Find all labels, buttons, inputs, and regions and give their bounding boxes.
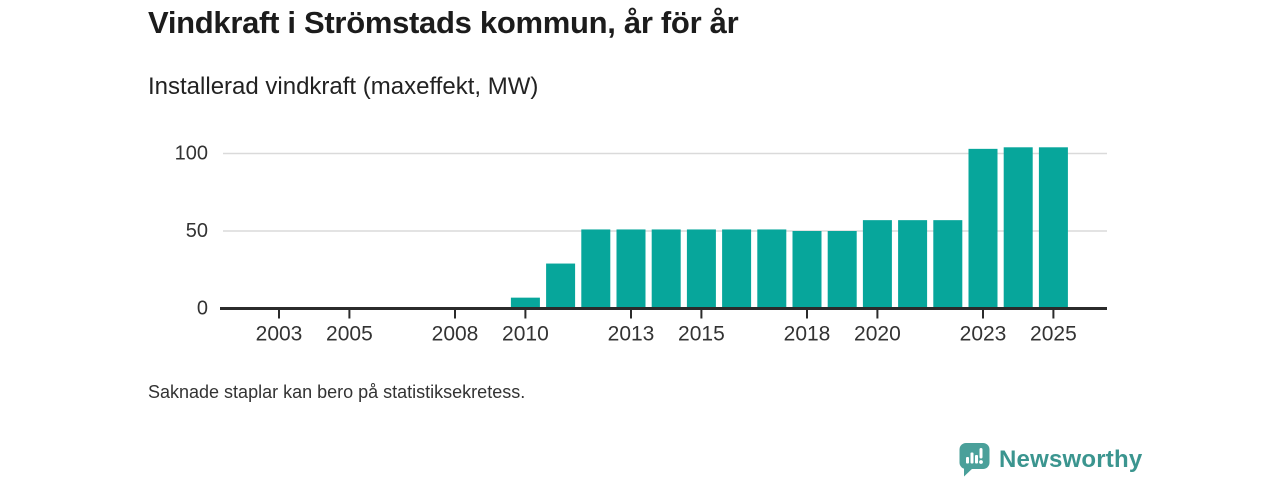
x-tick-label-2018: 2018 [784, 323, 831, 346]
newsworthy-logo[interactable]: Newsworthy [959, 442, 1142, 477]
bar-2010 [510, 297, 540, 309]
newsworthy-bar-chart-speech-bubble-icon [959, 443, 990, 477]
bar-2016 [722, 229, 752, 309]
y-tick-label-100: 100 [175, 143, 208, 165]
bar-2012 [581, 229, 611, 309]
x-tick-label-2005: 2005 [326, 323, 373, 346]
bar-2014 [651, 229, 681, 309]
bar-2024 [1003, 147, 1033, 309]
bar-2011 [546, 263, 576, 309]
x-tick-label-2020: 2020 [854, 323, 901, 346]
bar-2022 [933, 220, 963, 309]
chart-title: Vindkraft i Strömstads kommun, år för år [148, 5, 739, 40]
x-tick-label-2023: 2023 [960, 323, 1007, 346]
bar-2020 [862, 220, 892, 309]
chart-footnote: Saknade staplar kan bero på statistiksek… [148, 382, 526, 402]
x-tick-label-2025: 2025 [1030, 323, 1077, 346]
x-tick-label-2010: 2010 [502, 323, 549, 346]
x-tick-label-2013: 2013 [608, 323, 655, 346]
bar-2018 [792, 231, 822, 309]
x-tick-label-2008: 2008 [432, 323, 479, 346]
bar-2025 [1038, 147, 1068, 309]
newsworthy-wordmark: Newsworthy [999, 445, 1143, 473]
bar-2019 [827, 231, 857, 309]
bar-2023 [968, 148, 998, 309]
y-tick-label-50: 50 [186, 220, 208, 242]
bar-2015 [686, 229, 716, 309]
bar-2017 [757, 229, 787, 309]
y-tick-label-0: 0 [197, 298, 208, 320]
bar-2013 [616, 229, 646, 309]
x-tick-label-2015: 2015 [678, 323, 725, 346]
x-tick-label-2003: 2003 [256, 323, 303, 346]
chart-subtitle: Installerad vindkraft (maxeffekt, MW) [148, 73, 539, 100]
bar-2021 [898, 220, 928, 309]
